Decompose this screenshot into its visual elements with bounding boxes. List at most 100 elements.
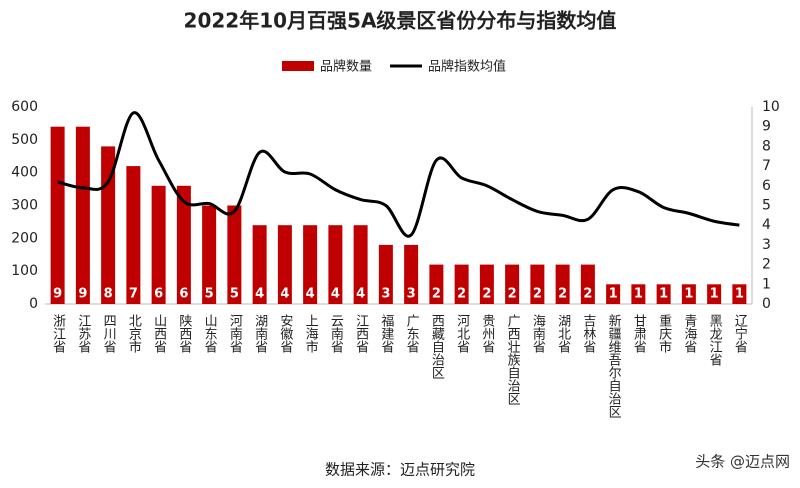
x-tick-label: 河北省 — [454, 314, 470, 353]
y2-tick-label: 6 — [762, 178, 771, 194]
y2-tick-label: 5 — [762, 198, 771, 214]
source: 数据来源：迈点研究院 — [325, 461, 475, 479]
data-label: 1 — [735, 287, 744, 302]
y-tick-label: 500 — [11, 132, 38, 148]
bar — [505, 264, 520, 304]
data-label: 6 — [154, 287, 163, 302]
data-label: 1 — [609, 287, 618, 302]
y-tick-label: 300 — [11, 198, 38, 214]
bar — [176, 185, 191, 304]
bar — [530, 264, 545, 304]
x-tick-label: 湖南省 — [252, 314, 268, 353]
bar — [606, 284, 621, 304]
data-label: 4 — [306, 287, 315, 302]
bar — [75, 126, 90, 304]
x-tick-label: 陕西省 — [176, 314, 192, 353]
x-tick-label: 湖北省 — [555, 314, 571, 353]
x-tick-label: 甘肃省 — [631, 314, 647, 353]
data-label: 9 — [78, 287, 87, 302]
x-tick-label: 新疆维吾尔自治区 — [606, 313, 622, 418]
x-tick-label: 江西省 — [353, 314, 369, 353]
y2-tick-label: 7 — [762, 158, 771, 174]
x-tick-label: 贵州省 — [479, 314, 495, 353]
x-tick-label: 广西壮族自治区 — [505, 314, 521, 405]
x-tick-label: 西藏自治区 — [429, 314, 445, 379]
bar — [732, 284, 747, 304]
x-tick-label: 云南省 — [328, 314, 344, 353]
data-label: 3 — [407, 287, 416, 302]
data-label: 1 — [710, 287, 719, 302]
x-tick-label: 四川省 — [101, 314, 117, 353]
bar — [707, 284, 722, 304]
bar — [429, 264, 444, 304]
legend-label: 品牌数量 — [320, 59, 372, 75]
x-tick-label: 海南省 — [530, 314, 546, 353]
y-tick-label: 200 — [11, 230, 38, 246]
bar — [555, 264, 570, 304]
data-label: 2 — [583, 287, 592, 302]
legend-label: 品牌指数均值 — [428, 59, 506, 75]
data-label: 9 — [53, 287, 62, 302]
data-label: 5 — [205, 287, 214, 302]
data-label: 2 — [482, 287, 491, 302]
x-tick-label: 黑龙江省 — [707, 314, 723, 366]
data-label: 5 — [230, 287, 239, 302]
bar — [227, 205, 242, 304]
x-tick-label: 安徽省 — [277, 314, 293, 353]
data-label: 6 — [179, 287, 188, 302]
x-tick-label: 山西省 — [151, 314, 167, 353]
x-tick-label: 广东省 — [404, 314, 420, 353]
y-tick-label: 400 — [11, 165, 38, 181]
bar — [151, 185, 166, 304]
bar — [50, 126, 65, 304]
x-tick-label: 江苏省 — [75, 314, 91, 353]
bar — [580, 264, 595, 304]
line — [57, 111, 740, 238]
data-label: 4 — [331, 287, 340, 302]
bar — [126, 166, 141, 304]
bar — [353, 225, 368, 304]
y2-tick-label: 3 — [762, 237, 771, 253]
legend-swatch — [282, 61, 314, 71]
bar — [303, 225, 318, 304]
y2-tick-label: 2 — [762, 257, 771, 273]
watermark: 头条 @迈点网 — [695, 453, 790, 471]
bar — [454, 264, 469, 304]
data-label: 8 — [104, 287, 113, 302]
data-label: 1 — [634, 287, 643, 302]
data-label: 4 — [255, 287, 264, 302]
data-label: 3 — [381, 287, 390, 302]
x-tick-label: 北京市 — [126, 314, 142, 353]
data-label: 2 — [432, 287, 441, 302]
bar — [681, 284, 696, 304]
x-tick-label: 上海市 — [303, 314, 319, 353]
y2-tick-label: 0 — [762, 296, 771, 312]
y-tick-label: 0 — [29, 296, 38, 312]
data-label: 2 — [533, 287, 542, 302]
bar — [252, 225, 267, 304]
x-tick-label: 浙江省 — [50, 314, 66, 353]
y2-tick-label: 4 — [762, 217, 771, 233]
y-tick-label: 100 — [11, 263, 38, 279]
x-tick-label: 重庆市 — [656, 313, 672, 353]
data-label: 1 — [684, 287, 693, 302]
y-tick-label: 600 — [11, 99, 38, 115]
x-tick-label: 山东省 — [202, 314, 218, 353]
data-label: 2 — [558, 287, 567, 302]
x-tick-label: 吉林省 — [580, 314, 596, 353]
data-label: 4 — [280, 287, 289, 302]
bar — [656, 284, 671, 304]
x-tick-label: 福建省 — [378, 314, 394, 353]
data-label: 1 — [659, 287, 668, 302]
bar — [378, 244, 393, 304]
data-label: 2 — [457, 287, 466, 302]
bar — [631, 284, 646, 304]
bar — [404, 244, 419, 304]
x-tick-label: 青海省 — [681, 314, 697, 353]
y2-tick-label: 1 — [762, 276, 771, 292]
bar — [277, 225, 292, 304]
x-tick-label: 河南省 — [227, 314, 243, 353]
data-label: 4 — [356, 287, 365, 302]
chart-title: 2022年10月百强5A级景区省份分布与指数均值 — [184, 9, 617, 33]
